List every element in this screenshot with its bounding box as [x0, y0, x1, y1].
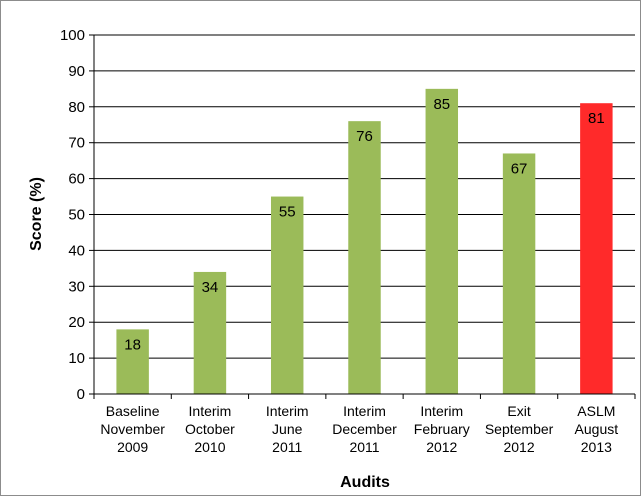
y-tick-labels: 0 10 20 30 40 50 60 70 80 90 100: [60, 27, 85, 403]
bar: [502, 153, 536, 394]
x-tick-label: Interim October 2010: [185, 403, 235, 455]
x-tick-label: Interim June 2011: [266, 403, 309, 455]
bar: [270, 196, 304, 394]
bar: [193, 271, 227, 394]
x-tick-label: ASLM August 2013: [575, 403, 619, 455]
x-tick-label: Exit September 2012: [485, 403, 554, 455]
data-label: 34: [202, 279, 219, 296]
y-tick-label: 60: [68, 171, 85, 188]
bar: [580, 103, 613, 395]
x-axis-title: Audits: [340, 474, 390, 491]
y-tick-label: 100: [60, 27, 85, 44]
y-tick-label: 40: [68, 242, 85, 259]
x-tick-label: Interim December 2011: [332, 403, 397, 455]
y-axis-title: Score (%): [28, 177, 45, 251]
data-label: 18: [124, 336, 141, 353]
bars: [116, 88, 613, 395]
data-label: 81: [588, 110, 605, 127]
y-tick-label: 90: [68, 63, 85, 80]
data-label: 76: [356, 128, 373, 145]
data-label: 55: [279, 204, 296, 221]
x-tick-label: Interim February 2012: [414, 403, 470, 455]
y-tick-label: 30: [68, 278, 85, 295]
y-tick-label: 0: [77, 386, 85, 403]
y-tick-label: 10: [68, 350, 85, 367]
bar: [348, 121, 381, 394]
data-label: 67: [511, 160, 528, 177]
data-label: 85: [433, 96, 450, 113]
bar: [116, 329, 149, 394]
y-tick-label: 70: [68, 135, 85, 152]
bar: [425, 88, 459, 394]
x-tick-labels: Baseline November 2009 Interim October 2010 In…: [100, 403, 618, 455]
axes: [89, 34, 636, 399]
y-tick-label: 80: [68, 99, 85, 116]
x-tick-label: Baseline November 2009: [100, 403, 165, 455]
data-labels: 18 34 55 76 85 67 81: [124, 96, 604, 354]
y-tick-label: 50: [68, 207, 85, 224]
y-tick-label: 20: [68, 314, 85, 331]
